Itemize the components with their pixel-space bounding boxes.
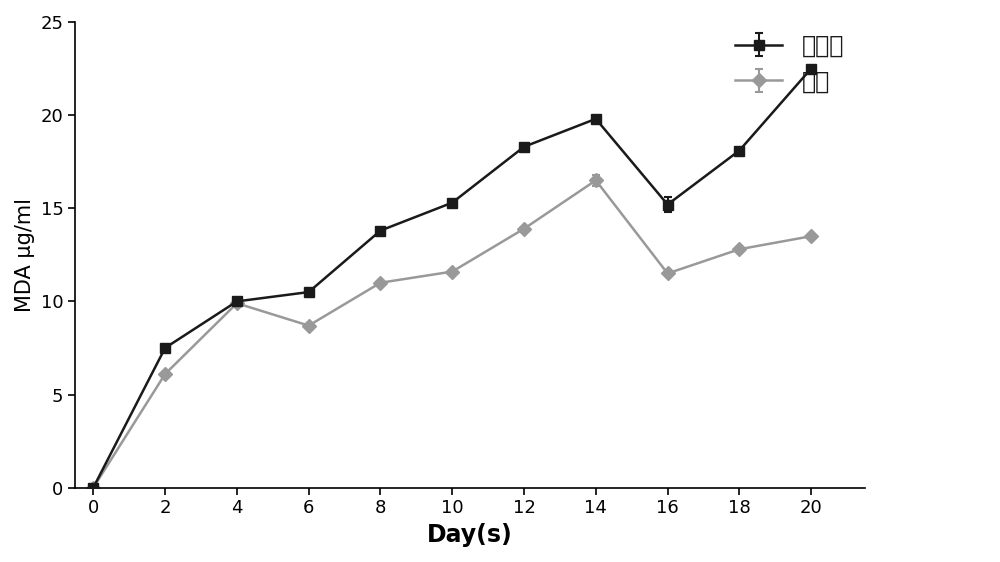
X-axis label: Day(s): Day(s) bbox=[427, 523, 513, 547]
Y-axis label: MDA μg/ml: MDA μg/ml bbox=[15, 198, 35, 312]
Legend: 对照组, 蜂蜡: 对照组, 蜂蜡 bbox=[726, 25, 853, 103]
